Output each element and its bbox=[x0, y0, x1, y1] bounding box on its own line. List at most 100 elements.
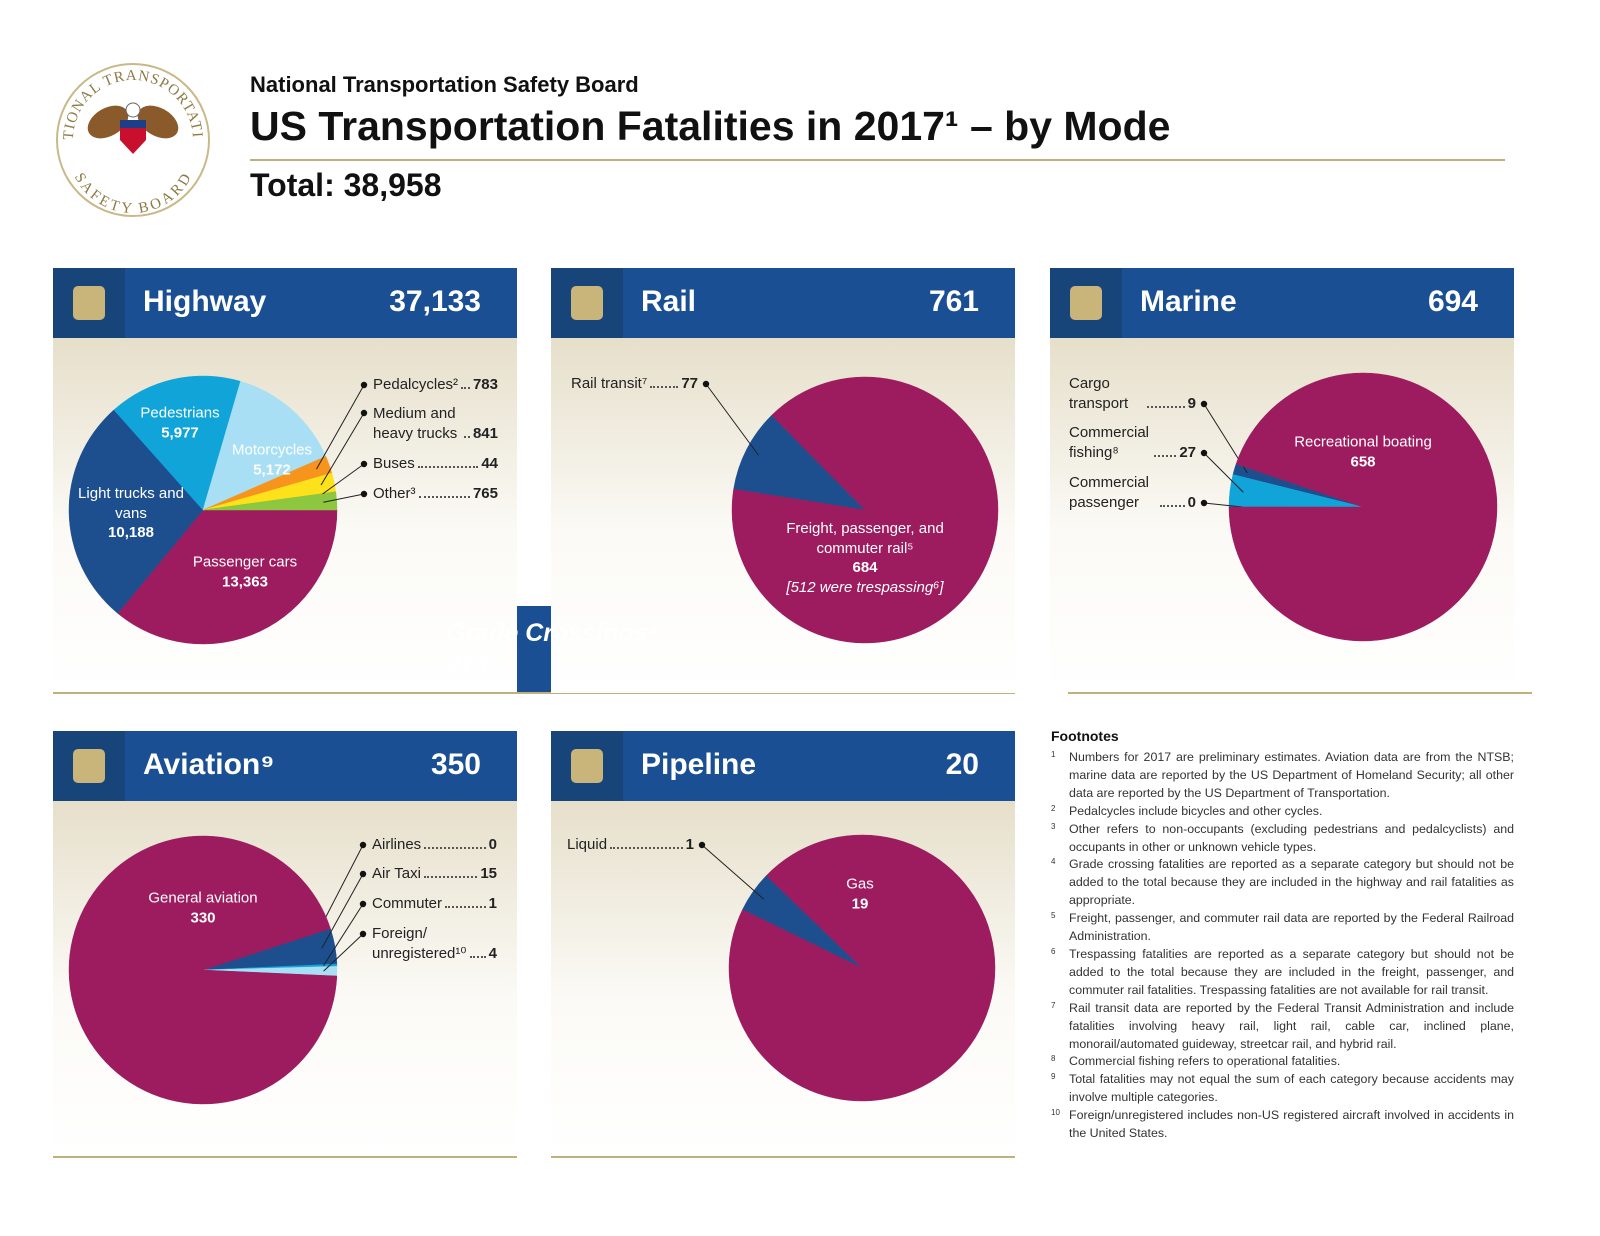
leader-dot bbox=[1200, 499, 1208, 507]
slice-name: Motorcycles bbox=[231, 441, 313, 459]
panel-icon bbox=[571, 749, 603, 783]
leader-dot bbox=[1200, 400, 1208, 408]
pie-slice bbox=[117, 509, 338, 645]
panel-title: Marine bbox=[1140, 285, 1237, 318]
slice-value: 13,363 bbox=[222, 573, 268, 590]
footnote: 6 Trespassing fatalities are reported as … bbox=[1051, 946, 1514, 1000]
slice-label: Pedestrians 5,977 bbox=[125, 404, 235, 443]
slice-label: Air Taxi 15 bbox=[372, 864, 497, 884]
pie-slice bbox=[731, 376, 999, 644]
slice-name: Liquid bbox=[567, 836, 608, 853]
leader-dot bbox=[360, 381, 368, 389]
pie-slice bbox=[733, 414, 866, 511]
slice-name: Air Taxi bbox=[372, 865, 421, 882]
leader-dot bbox=[360, 460, 368, 468]
slice-value: 10,188 bbox=[108, 523, 154, 541]
slice-label: General aviation 330 bbox=[128, 889, 278, 928]
slice-annotation: [512 were trespassing⁶] bbox=[786, 578, 944, 596]
slice-label: Commercial passenger 0 bbox=[1069, 473, 1196, 513]
panel-total: 20 bbox=[945, 748, 979, 781]
leader-line bbox=[321, 873, 364, 949]
page-title: US Transportation Fatalities in 2017¹ – … bbox=[250, 103, 1170, 149]
leader bbox=[1147, 406, 1185, 408]
footnote-text: Grade crossing fatalities are reported a… bbox=[1069, 857, 1514, 908]
leader-dot bbox=[702, 380, 710, 388]
footnote: 10 Foreign/unregistered includes non-US r… bbox=[1051, 1107, 1514, 1143]
slice-name: Medium and heavy trucks bbox=[373, 405, 458, 442]
slice-label: Motorcycles 5,172 bbox=[217, 441, 327, 480]
leader-line bbox=[705, 383, 759, 456]
leader bbox=[470, 956, 486, 958]
footnote-mark: 5 bbox=[1051, 911, 1056, 921]
footnote-mark: 3 bbox=[1051, 821, 1056, 831]
slice-label: Light trucks and vans 10,188 bbox=[76, 484, 186, 543]
slice-label: Liquid 1 bbox=[567, 835, 694, 855]
slice-name: General aviation bbox=[148, 889, 258, 907]
pie-slice bbox=[202, 381, 327, 511]
leader bbox=[424, 847, 486, 849]
footnote: 4 Grade crossing fatalities are reported … bbox=[1051, 856, 1514, 910]
pie-slice bbox=[1228, 372, 1498, 642]
panel-icon bbox=[73, 749, 105, 783]
slice-name: Commercial fishing⁸ bbox=[1069, 424, 1150, 461]
slice-label: Medium and heavy trucks 841 bbox=[373, 404, 498, 444]
footnote: 3 Other refers to non-occupants (excludin… bbox=[1051, 821, 1514, 857]
footnote-mark: 7 bbox=[1051, 1000, 1056, 1010]
slice-name: Other³ bbox=[373, 485, 416, 502]
slice-value: 0 bbox=[1187, 494, 1196, 511]
footnotes: Footnotes 1 Numbers for 2017 are prelimin… bbox=[1051, 728, 1514, 1143]
footnote: 5 Freight, passenger, and commuter rail d… bbox=[1051, 910, 1514, 946]
slice-value: 19 bbox=[851, 895, 869, 912]
grade-crossings-label: Grade Crossings⁴ bbox=[446, 619, 659, 647]
slice-name: Airlines bbox=[372, 836, 422, 853]
leader bbox=[610, 847, 683, 849]
leader-dot bbox=[360, 409, 368, 417]
panel-title: Rail bbox=[641, 285, 697, 318]
slice-value: 783 bbox=[472, 376, 498, 393]
pie-slice bbox=[113, 375, 241, 511]
footnote-text: Trespassing fatalities are reported as a… bbox=[1069, 946, 1514, 997]
pie-slice bbox=[68, 835, 338, 1105]
slice-value: 330 bbox=[190, 909, 216, 926]
panel-title: Pipeline bbox=[641, 748, 757, 781]
slice-label: Commercial fishing⁸ 27 bbox=[1069, 423, 1196, 463]
panel-header bbox=[53, 731, 517, 801]
grade-crossings-value: 273 bbox=[446, 650, 488, 678]
slice-name: Pedalcycles² bbox=[373, 376, 459, 393]
footnote-text: Rail transit data are reported by the Fe… bbox=[1069, 1000, 1514, 1051]
leader bbox=[417, 466, 479, 468]
slice-name: Passenger cars bbox=[192, 553, 298, 571]
panel-title: Aviation⁹ bbox=[143, 748, 275, 781]
slice-value: 27 bbox=[1179, 444, 1196, 461]
footnote-text: Pedalcycles include bicycles and other c… bbox=[1069, 803, 1323, 818]
footnote-mark: 2 bbox=[1051, 803, 1056, 813]
panel-total: 350 bbox=[430, 748, 481, 781]
leader bbox=[650, 386, 679, 388]
slice-name: Buses bbox=[373, 455, 415, 472]
slice-label: Pedalcycles² 783 bbox=[373, 375, 498, 395]
grade-crossings-text: Grade Crossings⁴ 273 bbox=[446, 618, 658, 680]
slice-name: Commuter bbox=[372, 895, 443, 912]
panel-icon bbox=[73, 286, 105, 320]
leader-line bbox=[323, 933, 364, 972]
panel-header bbox=[551, 731, 1015, 801]
footnote: 7 Rail transit data are reported by the F… bbox=[1051, 1000, 1514, 1054]
slice-name: Freight, passenger, and commuter rail⁵ bbox=[786, 520, 944, 557]
pie-slice bbox=[68, 409, 204, 614]
panel-header bbox=[551, 268, 1015, 338]
slice-label: Commuter 1 bbox=[372, 894, 497, 914]
leader-line bbox=[320, 412, 365, 486]
footnote-text: Total fatalities may not equal the sum o… bbox=[1069, 1072, 1514, 1105]
footnote: 2 Pedalcycles include bicycles and other … bbox=[1051, 803, 1514, 821]
slice-value: 77 bbox=[681, 375, 698, 392]
panel-icon bbox=[1070, 286, 1102, 320]
leader bbox=[463, 436, 470, 438]
footnote-text: Other refers to non-occupants (excluding… bbox=[1069, 821, 1514, 854]
leader bbox=[461, 387, 470, 389]
slice-label: Freight, passenger, and commuter rail⁵ 68… bbox=[778, 519, 953, 597]
slice-name: Recreational boating bbox=[1294, 433, 1432, 451]
footnote: 1 Numbers for 2017 are preliminary estima… bbox=[1051, 749, 1514, 803]
leader bbox=[1160, 505, 1185, 507]
panel-title: Highway bbox=[143, 285, 267, 318]
